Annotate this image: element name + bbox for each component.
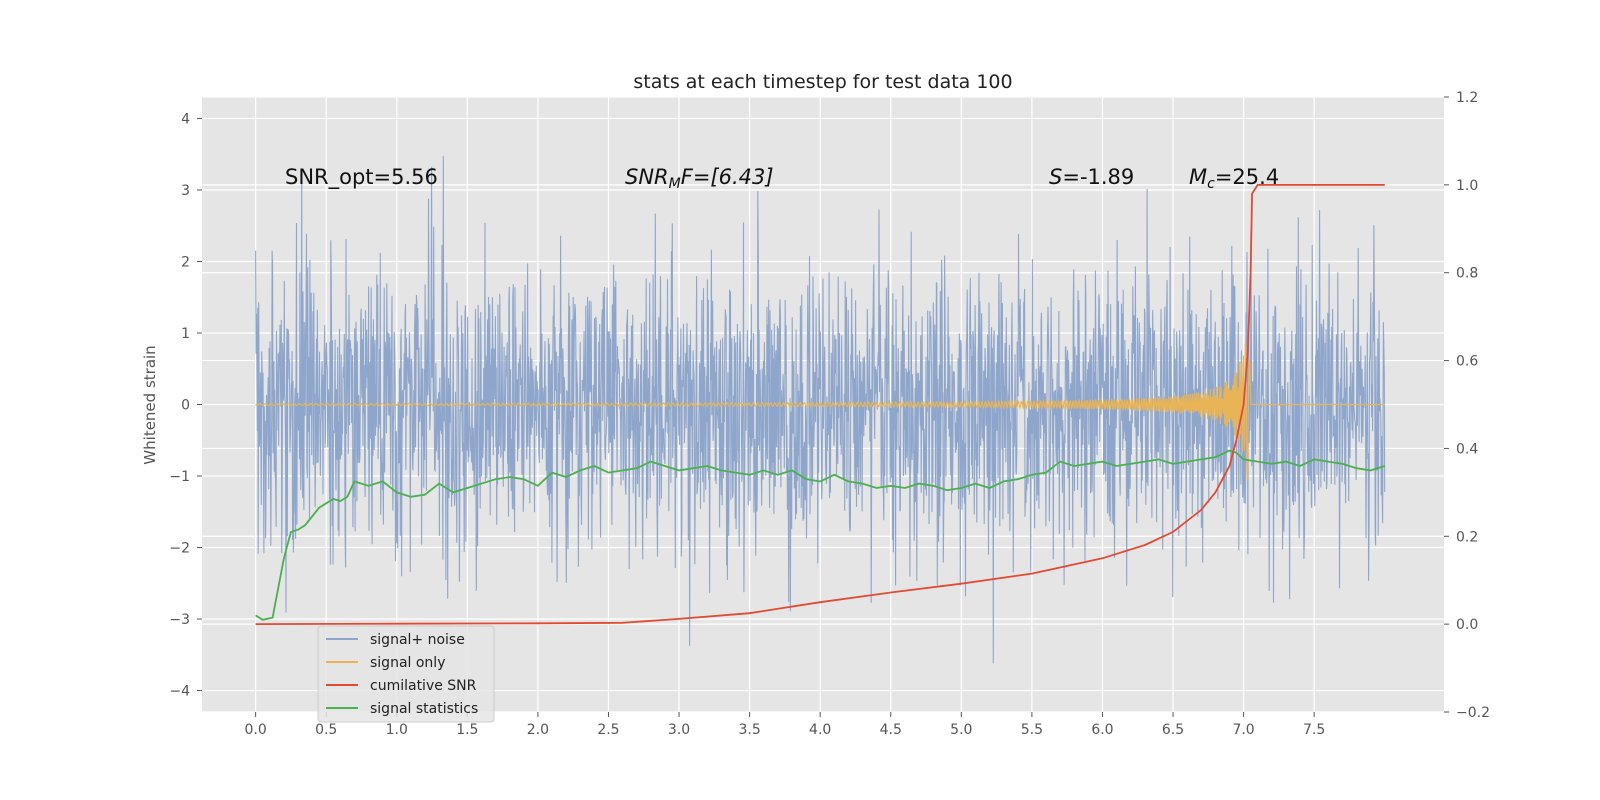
series-signal-noise-line [255, 155, 1386, 664]
y2-tick-label: 0.4 [1456, 441, 1478, 457]
y2-tick-label: 0.2 [1456, 529, 1478, 545]
annotation-mc: Mc=25.4 [1189, 165, 1279, 192]
y2-tick-label: −0.2 [1456, 705, 1490, 721]
x-tick-label: 4.5 [880, 722, 902, 738]
series-signal-only-line [255, 343, 1385, 481]
x-tick-label: 1.5 [456, 722, 478, 738]
x-tick-label: 6.0 [1091, 722, 1113, 738]
y-tick-label: 0 [181, 398, 190, 414]
legend: signal+ noise signal only cumilative SNR… [317, 625, 495, 723]
x-tick-label: 2.5 [597, 722, 619, 738]
y2-tick-label: 0.6 [1456, 354, 1478, 370]
x-tick-label: 5.0 [950, 722, 972, 738]
x-tick-label: 7.0 [1232, 722, 1254, 738]
x-tick-label: 3.0 [668, 722, 690, 738]
y2-tick-label: 0.0 [1456, 617, 1478, 633]
x-tick-label: 4.0 [809, 722, 831, 738]
x-tick-label: 5.5 [1021, 722, 1043, 738]
y2-tick-label: 0.8 [1456, 266, 1478, 282]
y-tick-label: −3 [169, 612, 190, 628]
y-tick-label: 4 [181, 111, 190, 127]
y-tick-label: −1 [169, 469, 190, 485]
y2-tick-label: 1.2 [1456, 90, 1478, 106]
legend-label-noise: signal+ noise [370, 632, 465, 648]
y-tick-label: −2 [169, 541, 190, 557]
series-layer [255, 155, 1386, 664]
annotation-s: S=-1.89 [1049, 165, 1134, 189]
y-tick-label: −4 [169, 684, 190, 700]
legend-label-stats: signal statistics [370, 701, 478, 717]
series-cumulative-snr-line [255, 184, 1385, 625]
y-tick-label: 2 [181, 254, 190, 270]
legend-label-signal: signal only [370, 655, 445, 671]
y-axis-label: Whitened strain [141, 345, 159, 464]
annotation-snr-opt: SNR_opt=5.56 [285, 165, 438, 190]
x-tick-label: 7.5 [1303, 722, 1325, 738]
x-tick-label: 2.0 [527, 722, 549, 738]
x-tick-label: 3.5 [738, 722, 760, 738]
x-tick-label: 0.0 [244, 722, 266, 738]
annotation-snr-mf: SNRMF=[6.43] [625, 165, 774, 192]
y2-tick-label: 1.0 [1456, 178, 1478, 194]
x-tick-label: 1.0 [386, 722, 408, 738]
y-tick-label: 3 [181, 183, 190, 199]
x-tick-label: 6.5 [1162, 722, 1184, 738]
y-tick-label: 1 [181, 326, 190, 342]
legend-label-snr: cumilative SNR [370, 678, 477, 694]
series-signal-statistics-line [255, 449, 1385, 621]
chart-title: stats at each timestep for test data 100 [633, 71, 1012, 93]
x-tick-label: 0.5 [315, 722, 337, 738]
ticks: 0.0 0.5 1.0 1.5 2.0 2.5 3.0 3.5 4.0 4.5 5.0 5.5 6.0 6… [169, 90, 1490, 738]
legend-box [317, 625, 495, 723]
